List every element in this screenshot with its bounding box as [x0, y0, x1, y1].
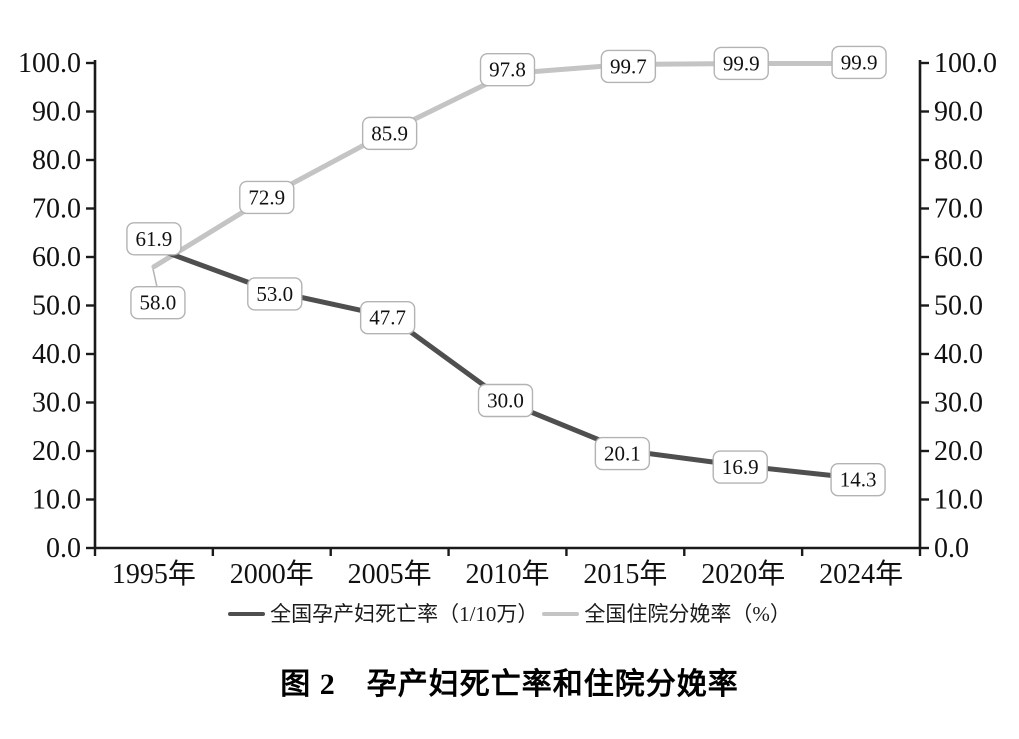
maternal-mortality-line-swatch: [228, 612, 266, 616]
x-axis-tick-label: 2000年: [230, 558, 314, 590]
y-axis-tick-label-left: 80.0: [32, 145, 81, 176]
data-label-box: [359, 300, 416, 335]
data-label-box: [247, 277, 303, 311]
data-label-box: [713, 46, 769, 81]
data-label-value: 61.9: [136, 227, 173, 251]
x-axis-tick-label: 2015年: [583, 558, 667, 590]
data-label-value: 58.0: [140, 291, 177, 315]
data-label-value: 53.0: [256, 282, 293, 306]
data-label-value: 99.9: [841, 50, 878, 74]
label-leader-line: [152, 268, 158, 287]
x-axis-tick-label: 2010年: [465, 558, 549, 590]
y-axis-tick-label-right: 70.0: [934, 194, 983, 225]
chart-legend: 全国孕产妇死亡率（1/10万） 全国住院分娩率（%）: [0, 601, 1019, 627]
y-axis-tick-label-left: 10.0: [32, 485, 81, 516]
y-axis-tick-label-left: 100.0: [18, 48, 81, 79]
x-axis-tick-label: 2024年: [819, 558, 903, 590]
y-axis-tick-label-left: 0.0: [46, 533, 81, 564]
y-axis-tick-label-left: 60.0: [32, 242, 81, 273]
y-axis-tick-label-right: 10.0: [934, 485, 983, 516]
y-axis-tick-label-right: 80.0: [934, 145, 983, 176]
data-label-value: 14.3: [840, 468, 877, 492]
x-axis-tick-label: 2005年: [348, 558, 432, 590]
data-label-box: [479, 52, 536, 87]
y-axis-tick-label-left: 50.0: [32, 291, 81, 322]
y-axis-tick-label-left: 20.0: [32, 436, 81, 467]
data-label-box: [239, 180, 295, 215]
data-label-box: [712, 450, 768, 484]
y-axis-tick-label-right: 40.0: [934, 339, 983, 370]
legend-label-maternal-mortality: 全国孕产妇死亡率（1/10万）: [270, 602, 539, 626]
data-label-box: [130, 286, 186, 320]
legend-item-maternal-mortality: 全国孕产妇死亡率（1/10万）: [228, 601, 538, 627]
y-axis-tick-label-left: 40.0: [32, 339, 81, 370]
data-label-value: 47.7: [369, 306, 406, 330]
y-axis-tick-label-left: 30.0: [32, 388, 81, 419]
y-axis-tick-label-right: 30.0: [934, 388, 983, 419]
y-axis-tick-label-right: 0.0: [934, 533, 969, 564]
data-label-box: [600, 49, 657, 84]
data-label-box: [126, 222, 182, 256]
data-label-box: [594, 436, 651, 471]
data-label-value: 72.9: [248, 185, 285, 209]
data-label-value: 97.8: [489, 58, 526, 82]
x-axis-tick-label: 1995年: [112, 558, 196, 590]
y-axis-tick-label-right: 20.0: [934, 436, 983, 467]
legend-label-hospital-delivery: 全国住院分娩率（%）: [584, 602, 791, 626]
data-label-value: 30.0: [487, 389, 524, 413]
y-axis-tick-label-left: 70.0: [32, 194, 81, 225]
y-axis-tick-label-right: 60.0: [934, 242, 983, 273]
y-axis-tick-label-right: 100.0: [934, 48, 997, 79]
y-axis-tick-label-left: 90.0: [32, 97, 81, 128]
data-label-value: 99.9: [723, 51, 760, 75]
data-label-box: [831, 45, 887, 80]
data-label-value: 85.9: [371, 121, 408, 145]
x-axis-tick-label: 2020年: [701, 558, 785, 590]
data-label-box: [477, 383, 534, 418]
figure-caption: 图 2 孕产妇死亡率和住院分娩率: [280, 668, 739, 701]
data-label-value: 20.1: [604, 442, 641, 466]
data-label-box: [830, 462, 886, 497]
y-axis-tick-label-right: 90.0: [934, 97, 983, 128]
data-label-box: [361, 116, 418, 151]
y-axis-tick-label-right: 50.0: [934, 291, 983, 322]
hospital-delivery-line-swatch: [542, 612, 580, 616]
data-label-value: 16.9: [722, 455, 759, 479]
data-label-value: 99.7: [610, 54, 647, 78]
series-line-1: [151, 60, 864, 270]
legend-item-hospital-delivery: 全国住院分娩率（%）: [542, 601, 791, 627]
